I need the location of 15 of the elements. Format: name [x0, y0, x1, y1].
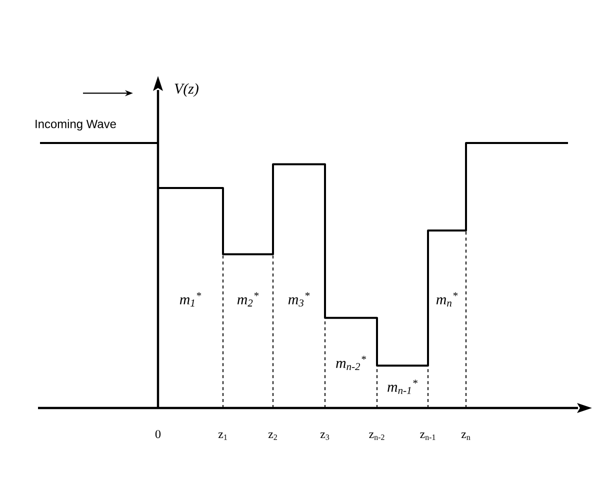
x-tick-label: z$_{n-1}$ — [420, 432, 436, 440]
text: Incoming Wave — [36, 119, 116, 131]
annotation: m$_{3}$* — [288, 292, 310, 307]
x-tick-label: 0 — [155, 430, 161, 438]
annotation: m$_{n-2}$* — [336, 356, 366, 370]
annotation: m$_{1}$* — [180, 292, 202, 306]
annotation: m$_{n-1}$* — [388, 380, 418, 394]
annotation: m$_{n}$* — [436, 292, 458, 306]
y-axis-title: V(z) — [174, 83, 198, 97]
annotation: m$_{2}$* — [237, 292, 259, 306]
x-tick-label: z$_{n}$ — [461, 432, 470, 440]
x-tick-label: z$_{n-2}$ — [369, 432, 384, 440]
x-tick-label: z$_{3}$ — [320, 432, 330, 440]
x-tick-label: z$_{2}$ — [268, 432, 277, 440]
x-tick-label: z$_{1}$ — [218, 432, 227, 440]
